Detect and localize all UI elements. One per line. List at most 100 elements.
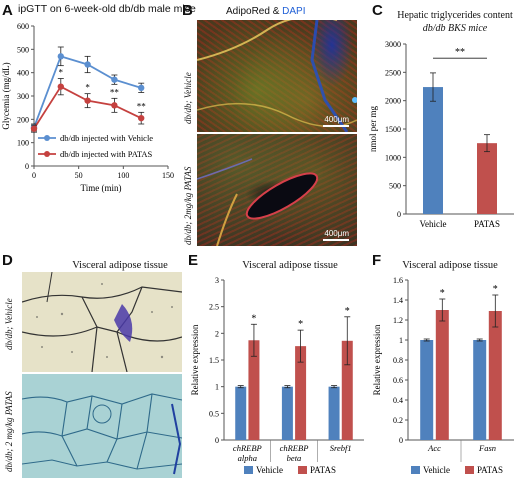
vehicle-point (138, 84, 145, 92)
scale-bar-bottom (323, 239, 349, 241)
y-tick-label: 400 (17, 69, 29, 78)
panel-b-top-label: db/db; Vehicle (183, 72, 193, 124)
y-tick-label: 3 (215, 276, 219, 285)
scale-bar-bottom-label: 400μm (324, 229, 349, 238)
significance-marker: * (251, 313, 256, 324)
y-axis-label: Relative expression (190, 324, 200, 395)
significance-marker: * (440, 288, 445, 299)
patas-bar (248, 340, 260, 440)
x-axis-label: Time (min) (81, 183, 122, 193)
x-category-label: Acc (427, 443, 441, 453)
y-tick-label: 0.8 (393, 356, 403, 365)
x-tick-label: 100 (117, 171, 129, 180)
panel-c-title-line2: db/db BKS mice (422, 23, 488, 34)
y-tick-label: 500 (389, 182, 401, 191)
scale-bar-top-label: 400μm (324, 115, 349, 124)
significance-marker: ** (110, 87, 120, 97)
panel-letter-a: A (2, 2, 13, 19)
vehicle-bar (420, 340, 434, 440)
legend-label-vehicle: Vehicle (256, 465, 283, 475)
glycemia-line-chart: 0 100 200 300 400 500 600 0 50 100 150 Time (min) Gl… (1, 22, 174, 193)
dapi-label: DAPI (282, 6, 306, 17)
x-category-label: alpha (238, 453, 257, 463)
legend-label-patas: PATAS (310, 465, 336, 475)
patas-bar (488, 311, 502, 440)
legend-label-patas: db/db injected with PATAS (60, 149, 153, 159)
x-category-label: PATAS (474, 219, 500, 229)
expression-bar-chart-f: 0 0.2 0.4 0.6 0.8 1 1.2 1.4 1.6 Relative expressi… (372, 276, 514, 475)
x-category-label: chREBP (280, 443, 309, 453)
patas-bar (341, 340, 353, 440)
y-tick-label: 1.5 (209, 356, 219, 365)
legend-swatch-patas (465, 466, 474, 474)
y-tick-label: 1000 (385, 153, 401, 162)
y-tick-label: 1500 (385, 125, 401, 134)
patas-point (84, 97, 91, 104)
legend-label-vehicle: Vehicle (423, 465, 450, 475)
patas-point (30, 125, 38, 132)
y-tick-label: 0.5 (209, 409, 219, 418)
y-tick-label: 0.6 (393, 376, 403, 385)
vehicle-bar (423, 87, 443, 214)
x-category-label: chREBP (233, 443, 262, 453)
patas-point (111, 102, 118, 109)
panel-letter-d: D (2, 252, 13, 269)
panel-letter-c: C (372, 2, 383, 19)
y-tick-label: 0 (25, 162, 29, 171)
y-tick-label: 1.4 (393, 296, 403, 305)
y-axis-label: Glycemia (mg/dL) (1, 62, 11, 129)
panel-d-title: Visceral adipose tissue (72, 260, 168, 271)
y-tick-label: 300 (17, 92, 29, 101)
panel-c-title-line1: Hepatic triglycerides content (397, 10, 513, 21)
legend-swatch-vehicle (411, 466, 420, 474)
y-tick-label: 0 (399, 436, 403, 445)
x-category-label: Srebf1 (330, 443, 352, 453)
panel-letter-f: F (372, 252, 382, 269)
y-tick-label: 600 (17, 22, 29, 31)
legend-swatch-vehicle (244, 466, 253, 474)
y-tick-label: 0 (397, 210, 401, 219)
significance-marker: * (298, 319, 303, 330)
y-tick-label: 2000 (385, 97, 401, 106)
significance-marker: * (345, 306, 350, 317)
x-tick-label: 0 (32, 171, 36, 180)
y-tick-label: 100 (17, 139, 29, 148)
vehicle-point (111, 76, 118, 83)
y-tick-label: 0.4 (393, 396, 403, 405)
x-tick-label: 50 (75, 171, 83, 180)
y-tick-label: 3000 (385, 40, 401, 49)
y-axis-label: Relative expression (372, 324, 382, 395)
micrograph-patas-histology (22, 374, 182, 478)
vehicle-point (84, 61, 91, 68)
vehicle-bar (281, 386, 293, 440)
y-tick-label: 0 (215, 436, 219, 445)
legend-label-patas: PATAS (477, 465, 503, 475)
vehicle-bar (328, 386, 340, 440)
patas-bar (295, 346, 307, 440)
vehicle-bar (235, 386, 247, 440)
panel-b-title: AdipoRed & DAPI (226, 6, 306, 17)
significance-marker: * (59, 68, 64, 78)
y-tick-label: 2 (215, 329, 219, 338)
micrograph-patas-fluorescence: 400μm (197, 134, 357, 246)
significance-marker: ** (455, 47, 465, 58)
significance-marker: * (493, 284, 498, 295)
x-category-label: Vehicle (420, 219, 447, 229)
legend-swatch-patas (298, 466, 307, 474)
significance-marker: * (85, 83, 90, 93)
legend-swatch-marker (44, 151, 50, 157)
panel-letter-b: B (182, 2, 193, 19)
panel-letter-e: E (188, 252, 199, 269)
y-tick-label: 1.2 (393, 316, 403, 325)
y-tick-label: 1 (215, 383, 219, 392)
legend-swatch-marker (44, 135, 50, 141)
legend-label-vehicle: db/db injected with Vehicle (60, 133, 153, 143)
x-tick-label: 150 (162, 171, 174, 180)
patas-bar (435, 310, 449, 440)
micrograph-vehicle-fluorescence: 400μm (197, 20, 357, 132)
micrograph-vehicle-histology (22, 272, 182, 372)
vehicle-point (57, 53, 64, 60)
y-tick-label: 2500 (385, 68, 401, 77)
scale-bar-top (323, 125, 349, 127)
